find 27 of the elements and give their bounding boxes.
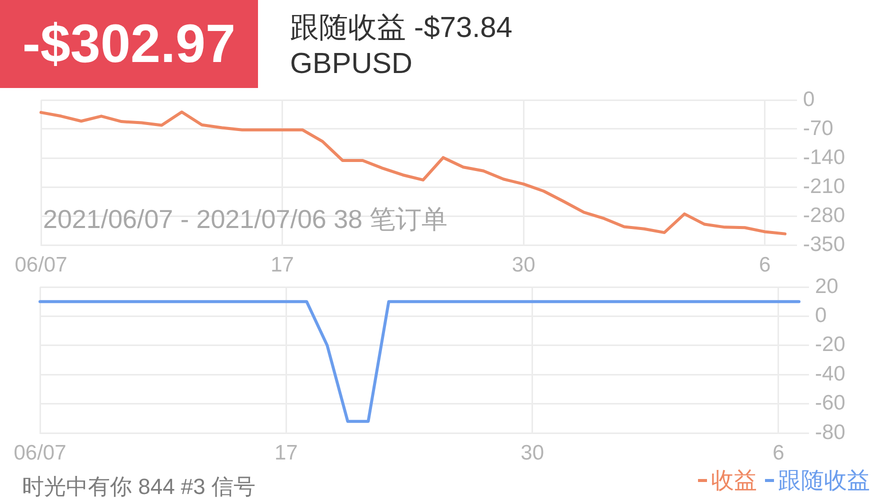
y-tick-label: -40	[815, 362, 846, 386]
x-tick-label: 6	[772, 441, 784, 464]
y-tick-label: 0	[803, 88, 815, 111]
legend-label: 收益	[711, 466, 757, 495]
x-tick-label: 17	[274, 441, 298, 464]
y-tick-label: 20	[815, 274, 838, 298]
y-tick-label: -350	[803, 232, 846, 256]
x-tick-label: 6	[759, 253, 771, 276]
y-tick-label: -210	[803, 174, 846, 198]
legend-label: 跟随收益	[778, 466, 870, 495]
text: GBPUSD	[290, 48, 412, 81]
y-tick-label: -60	[815, 392, 846, 415]
x-tick-label: 30	[512, 253, 536, 276]
text: 时光中有你 844 #3 信号	[22, 473, 256, 500]
y-tick-label: -80	[815, 420, 846, 444]
chart-title: -$302.97	[22, 13, 236, 75]
x-tick-label: 30	[520, 441, 544, 464]
y-tick-label: -280	[803, 204, 846, 227]
x-tick-label: 17	[270, 253, 294, 276]
annotation: 2021/06/07 - 2021/07/06 38 笔订单	[43, 204, 448, 234]
x-tick-label: 06/07	[14, 441, 66, 464]
chart-subtitle: 跟随收益 -$73.84	[290, 11, 512, 46]
y-tick-label: -20	[815, 333, 846, 356]
y-tick-label: -70	[803, 116, 834, 140]
y-tick-label: 0	[815, 304, 827, 327]
x-tick-label: 06/07	[14, 253, 68, 276]
y-tick-label: -140	[803, 146, 846, 169]
